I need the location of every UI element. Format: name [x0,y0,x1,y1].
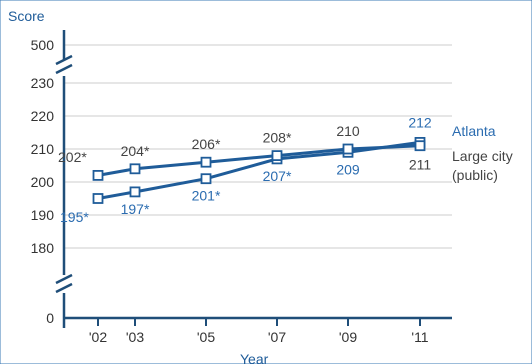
data-label: 212 [408,114,432,130]
y-tick-label: 230 [31,75,55,91]
y-tick-label: 200 [31,174,55,190]
data-labels: 195* 197* 201* 207* 209 212 202* 204* 206* 208* 21… [58,114,432,225]
y-tick-label: 220 [31,108,55,124]
data-point [129,163,141,175]
x-tick-label: '03 [126,329,144,345]
data-point [129,186,141,198]
axis-break-mark [55,54,73,66]
y-axis-title: Score [8,8,45,24]
data-label: 211 [409,157,432,173]
data-point [342,143,354,155]
x-tick-label: '05 [197,329,215,345]
y-tick-label: 190 [31,207,55,223]
x-tick-label: '07 [268,329,286,345]
grid-lines [64,44,452,319]
axis-break-mark [55,273,73,285]
data-label: 202* [58,149,87,165]
data-point [271,150,283,162]
y-tick-labels: 500 230 220 210 200 190 180 0 [31,37,55,326]
y-tick-label: 0 [46,310,54,326]
series-line [97,144,421,177]
x-tick-label: '09 [339,329,357,345]
data-label: 208* [263,130,292,146]
axes [55,30,452,328]
data-label: 201* [192,188,221,204]
x-tick-labels: '02 '03 '05 '07 '09 '11 [89,329,429,345]
data-label: 204* [121,143,150,159]
legend-large-city-sub: (public) [452,167,498,183]
data-label: 206* [192,136,221,152]
legend: Atlanta Large city (public) [452,123,513,183]
data-label: 207* [263,168,292,184]
data-label: 210 [336,123,360,139]
legend-large-city: Large city [452,148,513,164]
data-point [200,156,212,168]
y-tick-label: 210 [31,141,55,157]
axis-break-mark [55,63,73,75]
legend-atlanta: Atlanta [452,123,496,139]
x-axis-title: Year [240,351,269,364]
data-label: 195* [60,209,89,225]
data-point [92,193,104,204]
data-point [414,140,426,152]
y-tick-label: 180 [31,240,55,256]
data-point [200,173,212,185]
y-tick-label: 500 [31,37,55,53]
data-label: 197* [121,201,150,217]
data-point [92,169,104,181]
data-label: 209 [336,161,360,177]
x-tick-label: '02 [89,329,107,345]
series [92,136,426,204]
x-tick-label: '11 [411,329,428,345]
axis-break-mark [55,282,73,294]
series-line [97,140,421,200]
